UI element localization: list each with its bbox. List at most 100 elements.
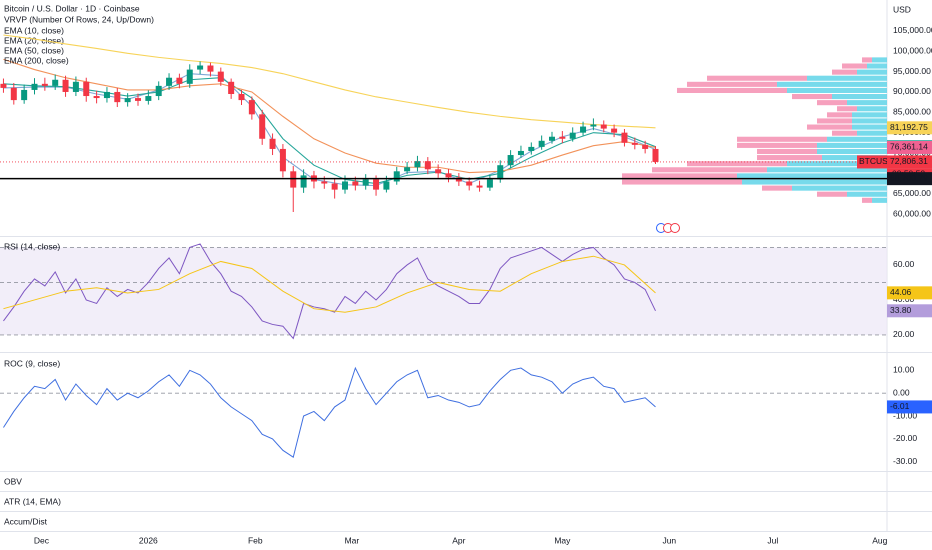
y-tick-label: 95,000.00 xyxy=(893,66,931,76)
legend-entry: EMA (20, close) xyxy=(4,35,64,45)
axis-value-label xyxy=(887,172,932,186)
y-tick-label: 85,000.00 xyxy=(893,107,931,117)
candle-body xyxy=(155,85,162,97)
volume-profile-up xyxy=(857,69,887,75)
volume-profile-down xyxy=(687,161,787,167)
candle-body xyxy=(41,83,48,86)
candle-body xyxy=(279,148,286,172)
candle-body xyxy=(21,89,28,101)
candle-body xyxy=(466,181,473,186)
volume-profile-down xyxy=(757,155,822,161)
ema-line xyxy=(3,73,656,187)
x-tick-label: Jul xyxy=(767,535,778,545)
candle-body xyxy=(600,124,607,129)
volume-profile-down xyxy=(817,118,852,124)
x-tick-label: Dec xyxy=(34,535,50,545)
candle-body xyxy=(197,65,204,70)
volume-profile-up xyxy=(777,81,887,87)
legend-entry: EMA (50, close) xyxy=(4,45,64,55)
candle-body xyxy=(362,179,369,186)
x-tick-label: Apr xyxy=(452,535,465,545)
candle-body xyxy=(290,171,297,188)
candle-body xyxy=(103,91,110,99)
y-tick-label: 10.00 xyxy=(893,365,915,375)
candle-body xyxy=(507,155,514,166)
band-fill xyxy=(0,247,887,335)
candle-body xyxy=(207,65,214,72)
volume-profile-up xyxy=(792,185,887,191)
volume-profile-down xyxy=(862,57,872,63)
flag-icon[interactable] xyxy=(670,223,680,233)
y-tick-label: -20.00 xyxy=(893,433,917,443)
volume-profile-down xyxy=(817,100,847,106)
candle-body xyxy=(455,177,462,182)
volume-profile-up xyxy=(817,142,887,148)
volume-profile-up xyxy=(742,179,887,185)
x-tick-label: 2026 xyxy=(139,535,158,545)
ema-line xyxy=(3,58,656,174)
candle-body xyxy=(31,83,38,90)
volume-profile-up xyxy=(827,136,887,142)
candle-body xyxy=(549,136,556,141)
axis-value-label xyxy=(887,121,932,135)
candle-body xyxy=(342,181,349,190)
volume-profile-up xyxy=(852,124,887,130)
volume-profile-down xyxy=(677,87,787,93)
volume-profile-up xyxy=(822,155,887,161)
candle-body xyxy=(642,144,649,149)
candle-body xyxy=(228,81,235,94)
y-tick-label: 60,000.00 xyxy=(893,208,931,218)
x-tick-label: Mar xyxy=(345,535,360,545)
volume-profile-up xyxy=(872,197,887,203)
volume-profile-down xyxy=(832,69,857,75)
volume-profile-down xyxy=(817,191,847,197)
indicator-line xyxy=(3,255,656,313)
axis-value-label xyxy=(887,400,932,414)
volume-profile-up xyxy=(867,63,887,69)
candle-body xyxy=(321,181,328,184)
event-flags[interactable] xyxy=(656,223,680,233)
candle-body xyxy=(62,79,69,92)
candle-body xyxy=(580,126,587,133)
price-tag xyxy=(887,155,932,169)
pane-title: RSI (14, close) xyxy=(4,241,60,251)
volume-profile-up xyxy=(872,57,887,63)
candle-body xyxy=(559,136,566,139)
volume-profile-up xyxy=(807,75,887,81)
axis-value-text: -6.01 xyxy=(890,401,910,411)
axis-value-text: 68,700.79 xyxy=(890,173,928,183)
symbol-tag xyxy=(857,155,887,169)
ema-line xyxy=(3,34,656,129)
volume-profile-up xyxy=(852,118,887,124)
volume-profile-up xyxy=(767,167,887,173)
volume-profile-up xyxy=(852,112,887,118)
y-tick-label: 100,000.00 xyxy=(893,46,932,56)
axis-value-text: 33.80 xyxy=(890,305,912,315)
candle-body xyxy=(238,94,245,101)
axis-value-text: 81,192.75 xyxy=(890,122,928,132)
candle-body xyxy=(145,96,152,101)
candle-body xyxy=(497,165,504,180)
volume-profile-down xyxy=(757,148,817,155)
candle-body xyxy=(590,124,597,127)
candle-body xyxy=(248,100,255,115)
pane-title: Accum/Dist xyxy=(4,516,48,526)
volume-profile-down xyxy=(622,179,742,185)
candle-body xyxy=(186,69,193,84)
x-tick-label: May xyxy=(554,535,571,545)
pane-title: OBV xyxy=(4,476,22,486)
volume-profile-down xyxy=(837,106,857,112)
legend-entry: VRVP (Number Of Rows, 24, Up/Down) xyxy=(4,14,154,24)
symbol-name: BTCUSD xyxy=(859,156,894,166)
candle-body xyxy=(124,98,131,103)
volume-profile-up xyxy=(787,87,887,93)
candle-body xyxy=(611,128,618,133)
axis-value-text: 76,361.14 xyxy=(890,142,928,152)
candle-body xyxy=(300,175,307,188)
candle-body xyxy=(269,138,276,149)
volume-profile-down xyxy=(687,81,777,87)
axis-value-label xyxy=(887,304,932,318)
ema-line xyxy=(3,77,656,185)
volume-profile-up xyxy=(847,100,887,106)
